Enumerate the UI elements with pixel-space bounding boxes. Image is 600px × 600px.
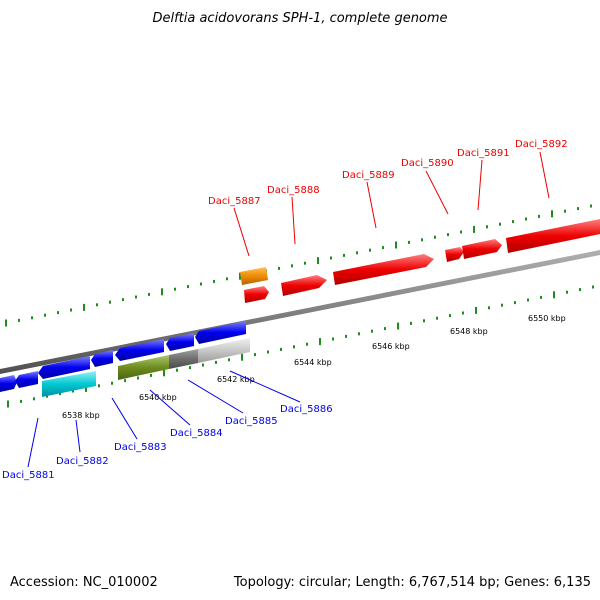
gene-label-daci-5890[interactable]: Daci_5890 <box>401 158 454 169</box>
accession-label: Accession: NC_010002 <box>10 575 158 590</box>
genome-backbone <box>0 250 600 374</box>
tick-row-lower <box>7 285 594 408</box>
gene-label-daci-5884[interactable]: Daci_5884 <box>170 428 223 439</box>
gene-daci-5887-arrow[interactable] <box>244 286 269 303</box>
genome-info-label: Topology: circular; Length: 6,767,514 bp… <box>233 575 591 590</box>
kbp-label: 6550 kbp <box>528 314 566 323</box>
gene-daci-5891-arrow[interactable] <box>462 239 502 259</box>
kbp-label: 6544 kbp <box>294 358 332 367</box>
gene-lightgray-block[interactable] <box>198 338 250 363</box>
gene-label-daci-5892[interactable]: Daci_5892 <box>515 139 568 150</box>
gene-label-daci-5889[interactable]: Daci_5889 <box>342 170 395 181</box>
gene-daci-5889-arrow[interactable] <box>333 254 434 285</box>
gene-label-daci-5885[interactable]: Daci_5885 <box>225 416 278 427</box>
gene-olive-block[interactable] <box>118 355 169 380</box>
gene-label-daci-5881[interactable]: Daci_5881 <box>2 470 55 481</box>
gene-label-daci-5886[interactable]: Daci_5886 <box>280 404 333 415</box>
gene-blue-1[interactable] <box>0 375 17 392</box>
kbp-label: 6546 kbp <box>372 342 410 351</box>
gene-daci-5882-arrow[interactable] <box>38 356 90 379</box>
reverse-gene-labels <box>27 370 301 468</box>
gene-label-daci-5882[interactable]: Daci_5882 <box>56 456 109 467</box>
gene-daci-5884-arrow[interactable] <box>115 339 164 361</box>
gene-label-daci-5883[interactable]: Daci_5883 <box>114 442 167 453</box>
gene-label-daci-5891[interactable]: Daci_5891 <box>457 148 510 159</box>
gene-cyan-block[interactable] <box>42 371 96 397</box>
kbp-label: 6542 kbp <box>217 375 255 384</box>
gene-label-daci-5887[interactable]: Daci_5887 <box>208 196 261 207</box>
gene-orange-block[interactable] <box>240 267 268 285</box>
gene-daci-5881-arrow[interactable] <box>15 371 38 388</box>
gene-daci-5885-arrow[interactable] <box>166 333 194 351</box>
reverse-genes <box>0 321 250 397</box>
kbp-label: 6538 kbp <box>62 411 100 420</box>
gene-gray-block[interactable] <box>169 349 198 369</box>
gene-daci-5892-arrow[interactable] <box>506 219 600 253</box>
tick-row-upper <box>5 204 592 327</box>
gene-daci-5886-arrow[interactable] <box>195 321 246 344</box>
forward-genes <box>240 219 600 303</box>
kbp-label: 6548 kbp <box>450 327 488 336</box>
gene-daci-5883-arrow[interactable] <box>91 350 113 367</box>
gene-daci-5888-arrow[interactable] <box>281 275 327 296</box>
forward-gene-labels <box>233 151 550 257</box>
gene-daci-5890-arrow[interactable] <box>445 247 464 262</box>
map-title: Delftia acidovorans SPH-1, complete geno… <box>152 11 447 26</box>
gene-label-daci-5888[interactable]: Daci_5888 <box>267 185 320 196</box>
